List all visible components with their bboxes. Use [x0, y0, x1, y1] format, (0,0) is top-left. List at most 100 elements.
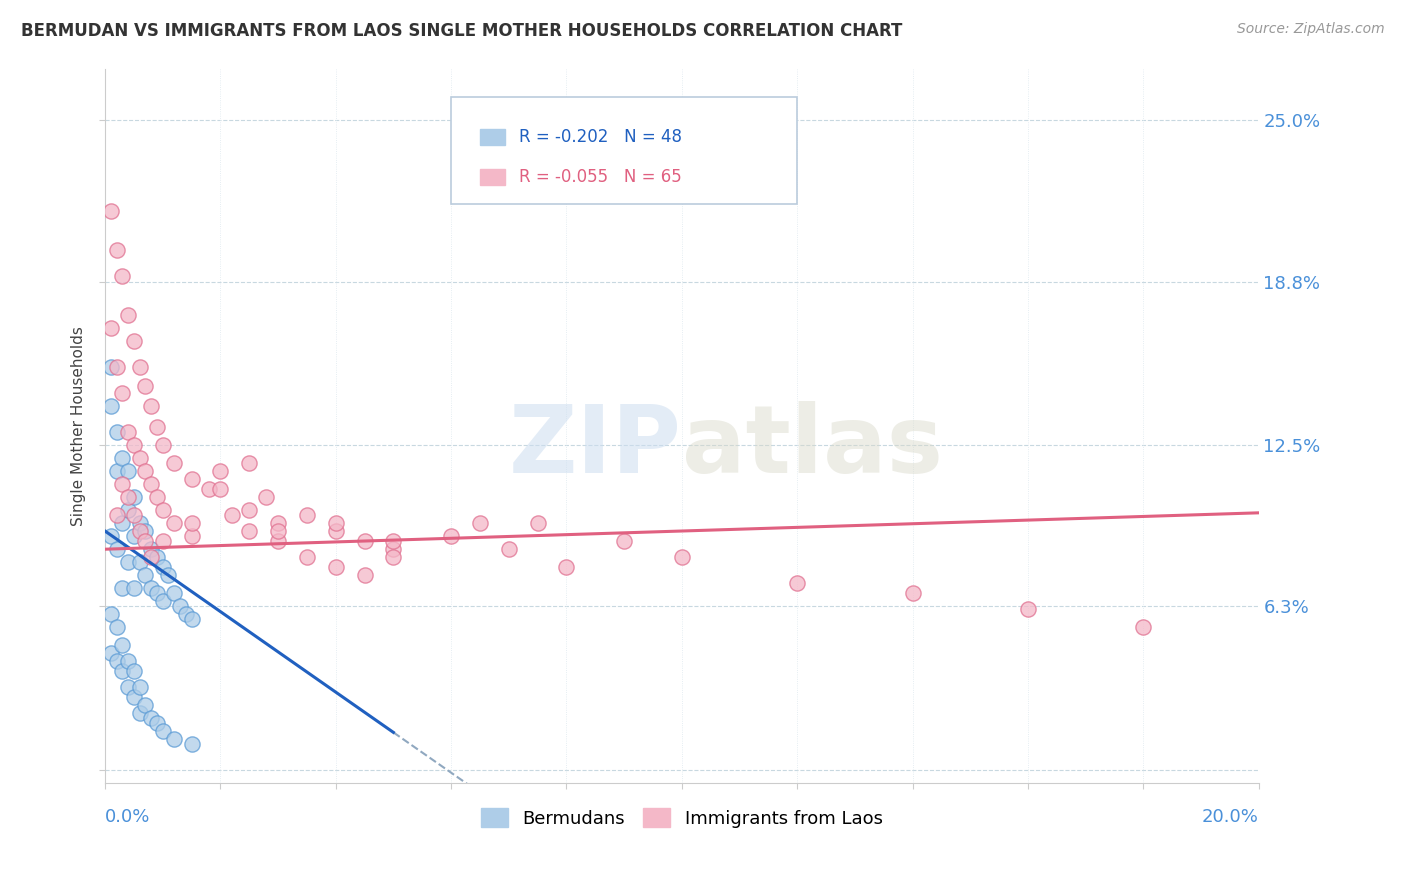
Point — [122, 665, 145, 679]
Point — [180, 737, 202, 751]
Point — [105, 508, 128, 523]
Point — [105, 654, 128, 668]
Point — [128, 524, 150, 538]
Point — [526, 516, 548, 531]
Point — [152, 438, 174, 452]
Point — [128, 451, 150, 466]
Point — [128, 706, 150, 720]
Text: Source: ZipAtlas.com: Source: ZipAtlas.com — [1237, 22, 1385, 37]
Point — [128, 680, 150, 694]
Point — [146, 716, 169, 731]
Point — [105, 464, 128, 478]
Point — [100, 529, 122, 543]
Point — [325, 560, 347, 574]
Point — [169, 599, 191, 614]
Point — [267, 524, 290, 538]
Point — [134, 534, 156, 549]
Point — [325, 516, 347, 531]
Point — [267, 534, 290, 549]
Point — [122, 508, 145, 523]
Point — [209, 483, 232, 497]
Bar — [479, 169, 505, 185]
Point — [382, 549, 405, 564]
Point — [111, 638, 134, 652]
Point — [139, 542, 162, 557]
Point — [111, 581, 134, 595]
Point — [152, 724, 174, 739]
Point — [139, 711, 162, 725]
Point — [122, 490, 145, 504]
Point — [786, 576, 808, 591]
Point — [122, 438, 145, 452]
Point — [152, 503, 174, 517]
Point — [134, 378, 156, 392]
Point — [111, 516, 134, 531]
Point — [105, 620, 128, 634]
Point — [117, 680, 139, 694]
Point — [100, 399, 122, 413]
Point — [353, 568, 375, 582]
Text: ZIP: ZIP — [509, 401, 682, 493]
Text: R = -0.055   N = 65: R = -0.055 N = 65 — [519, 168, 682, 186]
Point — [198, 483, 221, 497]
Point — [128, 555, 150, 569]
Point — [152, 594, 174, 608]
Point — [146, 586, 169, 600]
Point — [139, 549, 162, 564]
Text: 0.0%: 0.0% — [105, 808, 150, 826]
Bar — [479, 129, 505, 145]
Point — [139, 399, 162, 413]
Point — [117, 555, 139, 569]
Point — [111, 477, 134, 491]
Point — [152, 534, 174, 549]
Point — [122, 581, 145, 595]
Point — [105, 360, 128, 375]
Point — [139, 581, 162, 595]
Point — [498, 542, 520, 557]
Point — [256, 490, 278, 504]
Point — [238, 524, 260, 538]
Point — [180, 529, 202, 543]
Point — [111, 269, 134, 284]
Y-axis label: Single Mother Households: Single Mother Households — [72, 326, 86, 525]
Point — [100, 204, 122, 219]
Point — [134, 524, 156, 538]
Text: R = -0.202   N = 48: R = -0.202 N = 48 — [519, 128, 682, 145]
Point — [325, 524, 347, 538]
Point — [555, 560, 578, 574]
Point — [100, 607, 122, 622]
Point — [117, 425, 139, 440]
Point — [128, 360, 150, 375]
Point — [105, 425, 128, 440]
Point — [105, 542, 128, 557]
Point — [1132, 620, 1154, 634]
Point — [134, 464, 156, 478]
Point — [117, 464, 139, 478]
Point — [295, 508, 318, 523]
Point — [901, 586, 924, 600]
Point — [100, 360, 122, 375]
Point — [134, 568, 156, 582]
Point — [440, 529, 463, 543]
Text: BERMUDAN VS IMMIGRANTS FROM LAOS SINGLE MOTHER HOUSEHOLDS CORRELATION CHART: BERMUDAN VS IMMIGRANTS FROM LAOS SINGLE … — [21, 22, 903, 40]
Point — [238, 503, 260, 517]
Point — [221, 508, 243, 523]
Point — [295, 549, 318, 564]
Point — [128, 516, 150, 531]
Point — [163, 731, 186, 746]
Legend: Bermudans, Immigrants from Laos: Bermudans, Immigrants from Laos — [474, 801, 890, 835]
Point — [111, 386, 134, 401]
Point — [117, 490, 139, 504]
Point — [1017, 602, 1039, 616]
Point — [353, 534, 375, 549]
Point — [146, 420, 169, 434]
Text: atlas: atlas — [682, 401, 943, 493]
Point — [117, 309, 139, 323]
Point — [180, 516, 202, 531]
Point — [105, 244, 128, 258]
Point — [468, 516, 491, 531]
Point — [209, 464, 232, 478]
Point — [163, 516, 186, 531]
Point — [152, 560, 174, 574]
Point — [117, 654, 139, 668]
